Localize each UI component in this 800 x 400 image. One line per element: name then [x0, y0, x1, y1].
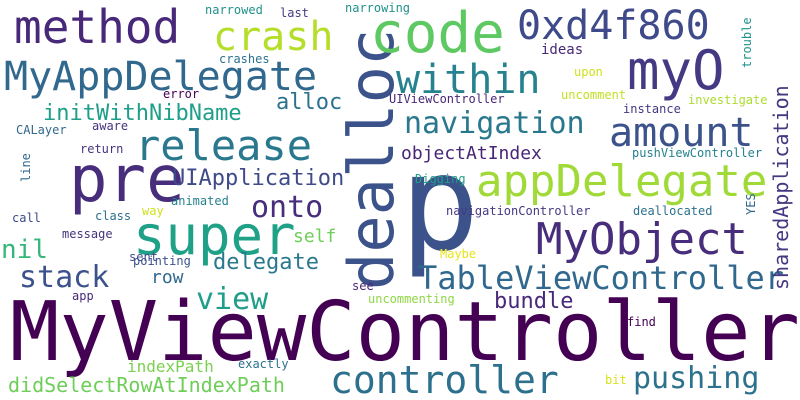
- word-animated: animated: [171, 194, 229, 208]
- word-exactly: exactly: [238, 357, 289, 371]
- word-amount: amount: [609, 110, 754, 156]
- word-class: class: [95, 209, 132, 223]
- word-super: super: [133, 204, 296, 267]
- word-navigationcontroller: navigationController: [446, 204, 591, 218]
- word-appdelegate: appDelegate: [476, 156, 768, 207]
- word-narrowing: narrowing: [345, 1, 411, 15]
- word-uiapplication: UIApplication: [172, 166, 345, 191]
- word-line: line: [19, 153, 33, 182]
- word-navigation: navigation: [404, 106, 585, 141]
- word-pushviewcontroller: pushViewController: [632, 146, 763, 160]
- word-investigate: investigate: [688, 93, 768, 107]
- word-upon: upon: [574, 65, 603, 79]
- word-onto: onto: [251, 190, 324, 225]
- word-last: last: [280, 6, 309, 20]
- word-myobject: MyObject: [536, 214, 748, 265]
- word-indexpath: indexPath: [127, 357, 214, 376]
- word-yes: YES: [744, 193, 758, 215]
- word-call: call: [12, 211, 41, 225]
- word-row: row: [151, 267, 184, 288]
- word-myviewcontroller: MyViewController: [10, 285, 800, 380]
- word-nil: nil: [1, 235, 48, 265]
- word-view: view: [196, 282, 269, 317]
- word-0xd4f860: 0xd4f860: [517, 3, 710, 49]
- word-p: p: [400, 127, 480, 281]
- word-initwithnibname: initWithNibName: [43, 101, 242, 126]
- word-alloc: alloc: [276, 90, 343, 115]
- word-pre: pre: [69, 143, 185, 217]
- word-crashes: crashes: [219, 52, 270, 66]
- word-sharedapplication: sharedApplication: [769, 85, 793, 290]
- word-stack: stack: [19, 260, 110, 295]
- word-myo: myO: [627, 39, 725, 102]
- word-error: error: [163, 87, 200, 101]
- word-bit: bit: [605, 373, 627, 387]
- word-instance: instance: [623, 102, 681, 116]
- word-code: code: [370, 1, 505, 66]
- word-find: find: [627, 315, 656, 329]
- word-method: method: [14, 0, 181, 54]
- word-uncomment: uncomment: [561, 88, 627, 102]
- word-return: return: [80, 142, 124, 156]
- word-pushing: pushing: [633, 361, 760, 396]
- word-didselectrowatindexpath: didSelectRowAtIndexPath: [8, 373, 285, 397]
- word-release: release: [135, 121, 313, 170]
- word-delegate: delegate: [213, 250, 319, 275]
- word-sent: sent: [129, 250, 158, 264]
- word-self: self: [293, 226, 337, 247]
- word-within: within: [396, 57, 541, 103]
- word-app: app: [72, 289, 94, 303]
- word-objectatindex: objectAtIndex: [401, 143, 542, 164]
- word-uncommenting: uncommenting: [368, 292, 455, 306]
- word-bundle: bundle: [494, 289, 574, 314]
- word-deallocated: deallocated: [633, 204, 713, 218]
- word-calayer: CALayer: [16, 123, 67, 137]
- word-aware: aware: [92, 119, 129, 133]
- word-maybe: Maybe: [440, 247, 477, 261]
- word-ideas: ideas: [541, 42, 584, 58]
- word-digging: Digging: [415, 172, 466, 186]
- word-myappdelegate: MyAppDelegate: [4, 54, 318, 100]
- word-uiviewcontroller: UIViewController: [389, 92, 505, 106]
- word-way: way: [142, 204, 164, 218]
- word-crash: crash: [213, 14, 334, 60]
- word-message: message: [62, 227, 113, 241]
- word-tableviewcontroller: TableViewController: [418, 259, 785, 297]
- word-narrowed: narrowed: [205, 3, 263, 17]
- word-pointing: pointing: [133, 254, 191, 268]
- word-trouble: trouble: [740, 17, 754, 68]
- word-see: see: [352, 279, 374, 293]
- word-dealloc: dealloc: [335, 28, 408, 290]
- word-controller: controller: [330, 358, 559, 400]
